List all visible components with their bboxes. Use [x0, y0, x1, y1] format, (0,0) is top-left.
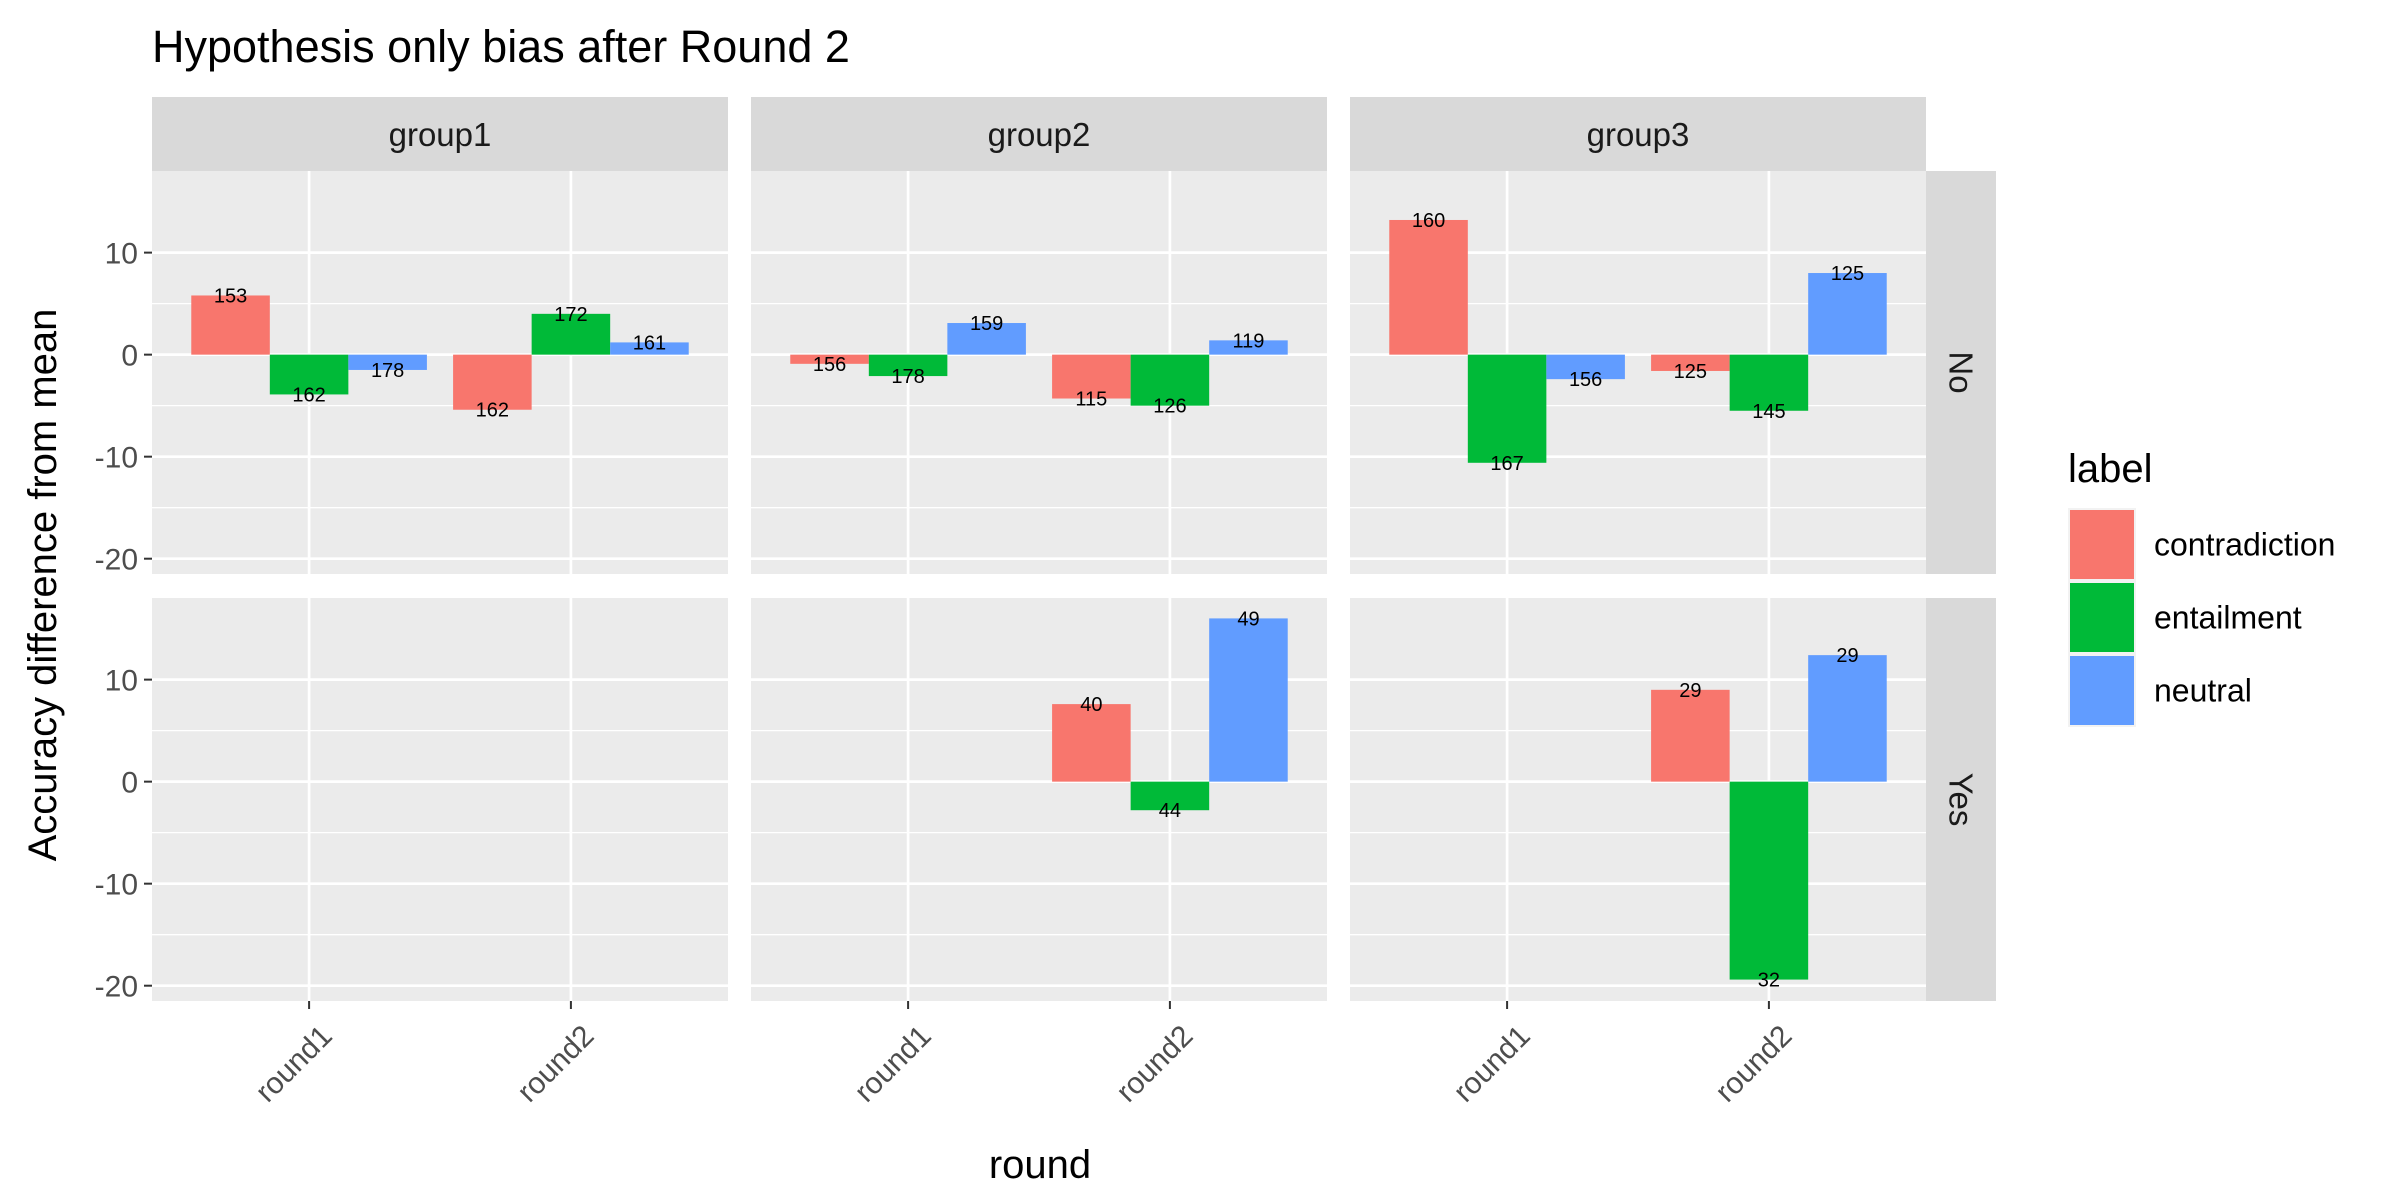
strip-group3 — [1350, 97, 1926, 171]
legend-swatch-contradiction — [2070, 510, 2134, 579]
bar-count-label: 119 — [1233, 330, 1265, 352]
legend-title: label — [2068, 447, 2153, 491]
y-tick-label: -10 — [95, 442, 138, 475]
bar-count-label: 160 — [1412, 210, 1445, 232]
bar-group1-no-round2-entailment — [531, 313, 611, 355]
bar-count-label: 178 — [371, 360, 404, 382]
y-tick-label: -10 — [95, 869, 138, 902]
bar-count-label: 162 — [292, 384, 325, 406]
bar-group2-no-round1-neutral — [947, 323, 1026, 355]
x-tick-label-round1: round1 — [249, 1019, 338, 1108]
bar-count-label: 167 — [1490, 453, 1523, 475]
bar-count-label: 178 — [891, 366, 924, 388]
legend-label-contradiction: contradiction — [2154, 527, 2335, 563]
strip-label-group2: group2 — [988, 116, 1091, 153]
strip-group1 — [152, 97, 728, 171]
legend-label-neutral: neutral — [2154, 673, 2252, 709]
legend: label contradiction entailment neutral — [2068, 447, 2335, 727]
bar-group2-no-round2-neutral — [1209, 340, 1288, 355]
x-axis-title: round — [989, 1143, 1091, 1187]
bar-count-label: 29 — [1836, 645, 1858, 667]
bar-count-label: 125 — [1674, 361, 1707, 383]
bar-group1-no-round1-neutral — [348, 354, 427, 370]
y-tick-label: 10 — [105, 665, 138, 698]
bar-count-label: 126 — [1153, 396, 1186, 418]
bar-count-label: 156 — [1569, 369, 1602, 391]
bar-count-label: 162 — [476, 400, 509, 422]
bar-group1-no-round1-entailment — [269, 354, 349, 395]
bar-count-label: 44 — [1159, 800, 1181, 822]
bar-count-label: 115 — [1075, 389, 1107, 411]
x-tick-label-round2: round2 — [511, 1019, 600, 1108]
bar-count-label: 125 — [1831, 263, 1864, 285]
y-tick-label: 0 — [121, 340, 138, 373]
bar-group3-no-round2-neutral — [1808, 273, 1887, 355]
panel-group1-yes — [152, 598, 728, 1001]
bar-group2-yes-round2-entailment — [1130, 781, 1210, 811]
panel-group2-no — [751, 171, 1327, 574]
y-tick-label: -20 — [95, 971, 138, 1004]
legend-swatch-entailment — [2070, 583, 2134, 652]
strip-label-group3: group3 — [1587, 116, 1690, 153]
bar-group1-no-round2-neutral — [610, 342, 689, 355]
bar-group2-yes-round2-neutral — [1209, 618, 1288, 782]
bar-count-label: 161 — [633, 332, 666, 354]
x-tick-label-round2: round2 — [1110, 1019, 1199, 1108]
bar-count-label: 172 — [554, 304, 587, 326]
x-tick-label-round1: round1 — [1447, 1019, 1536, 1108]
bar-group3-yes-round2-entailment — [1729, 781, 1809, 980]
bar-group3-no-round2-contradiction — [1651, 354, 1730, 371]
bar-count-label: 32 — [1758, 970, 1780, 992]
bar-group1-no-round1-contradiction — [191, 295, 270, 355]
strip-group2 — [751, 97, 1327, 171]
y-tick-label: 0 — [121, 767, 138, 800]
bar-group2-yes-round2-contradiction — [1052, 704, 1131, 782]
bar-count-label: 156 — [813, 354, 846, 376]
x-tick-label-round2: round2 — [1709, 1019, 1798, 1108]
chart-title: Hypothesis only bias after Round 2 — [152, 21, 850, 72]
bar-group3-yes-round2-contradiction — [1651, 689, 1730, 782]
bar-group1-no-round2-contradiction — [453, 354, 532, 410]
bar-group3-no-round2-entailment — [1729, 354, 1809, 411]
bar-count-label: 29 — [1679, 680, 1701, 702]
strip-no — [1926, 171, 1996, 574]
bar-group3-no-round1-contradiction — [1389, 219, 1468, 355]
y-tick-label: 10 — [105, 238, 138, 271]
facet-panels: group1 group2 group3 No Yes -20 -10 0 10 -20 -10 0 1… — [95, 97, 1996, 1109]
y-tick-label: -20 — [95, 544, 138, 577]
bar-group3-no-round1-entailment — [1467, 354, 1547, 463]
bar-group2-no-round1-contradiction — [790, 354, 869, 364]
strip-yes — [1926, 598, 1996, 1001]
bar-group2-no-round1-entailment — [868, 354, 948, 377]
panel-group1-no — [152, 171, 728, 574]
legend-swatch-neutral — [2070, 656, 2134, 725]
strip-label-yes: Yes — [1943, 773, 1980, 827]
strip-label-no: No — [1943, 351, 1980, 393]
bar-count-label: 40 — [1080, 694, 1102, 716]
bar-group2-no-round2-entailment — [1130, 354, 1210, 406]
bar-group3-no-round1-neutral — [1546, 354, 1625, 380]
x-tick-label-round1: round1 — [848, 1019, 937, 1108]
bar-count-label: 153 — [214, 285, 247, 307]
strip-label-group1: group1 — [389, 116, 492, 153]
bar-group2-no-round2-contradiction — [1052, 354, 1131, 399]
bar-count-label: 159 — [970, 313, 1003, 335]
bar-count-label: 145 — [1752, 401, 1785, 423]
legend-label-entailment: entailment — [2154, 600, 2302, 636]
y-axis-title: Accuracy difference from mean — [21, 309, 65, 862]
bar-count-label: 49 — [1237, 608, 1259, 630]
bar-group3-yes-round2-neutral — [1808, 655, 1887, 782]
